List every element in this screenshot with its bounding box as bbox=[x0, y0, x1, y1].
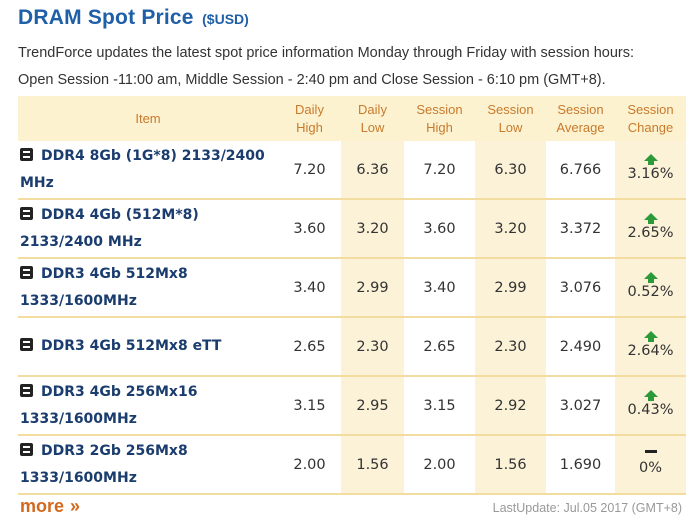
item-name-line-2[interactable]: 2133/2400 MHz bbox=[20, 233, 142, 250]
item-name-cell[interactable]: DDR3 4Gb 256Mx16 1333/1600MHz bbox=[18, 376, 278, 436]
session-change-cell: 2.64% bbox=[615, 317, 686, 377]
daily-high-cell: 3.40 bbox=[278, 258, 341, 318]
col-header-session-low: Session Low bbox=[475, 96, 546, 141]
more-arrow-icon[interactable]: » bbox=[70, 496, 81, 516]
daily-high-cell: 7.20 bbox=[278, 141, 341, 200]
change-value: 0.52% bbox=[627, 284, 674, 300]
daily-low-cell: 2.99 bbox=[341, 258, 404, 318]
title-unit: ($USD) bbox=[202, 11, 249, 27]
session-low-cell: 2.99 bbox=[475, 258, 546, 318]
last-update: LastUpdate: Jul.05 2017 (GMT+8) bbox=[492, 501, 682, 515]
col-header-session-average: Session Average bbox=[546, 96, 615, 141]
session-low-cell: 1.56 bbox=[475, 435, 546, 495]
up-arrow-icon bbox=[643, 154, 658, 165]
table-row: DDR4 4Gb (512M*8) 2133/2400 MHz 3.60 3.20 3.… bbox=[18, 199, 686, 259]
item-name-line-2[interactable]: 1333/1600MHz bbox=[20, 292, 137, 309]
session-low-cell: 2.92 bbox=[475, 376, 546, 436]
more-link-label[interactable]: more bbox=[20, 496, 65, 516]
change-value: 0% bbox=[638, 460, 662, 476]
change-value: 3.16% bbox=[627, 166, 674, 182]
more-link[interactable]: more» bbox=[20, 496, 80, 517]
session-change-cell: 2.65% bbox=[615, 199, 686, 259]
session-average-cell: 2.490 bbox=[546, 317, 615, 377]
chip-icon bbox=[20, 147, 33, 161]
table-row: DDR3 4Gb 512Mx8 1333/1600MHz 3.40 2.99 3.40 2… bbox=[18, 258, 686, 318]
up-arrow-icon bbox=[643, 390, 658, 401]
item-name-line-1[interactable]: DDR3 2Gb 256Mx8 bbox=[41, 442, 188, 459]
price-table: Item Daily High Daily Low Session High Sess… bbox=[18, 96, 686, 495]
item-name-cell[interactable]: DDR3 4Gb 512Mx8 eTT bbox=[18, 317, 278, 377]
daily-low-cell: 2.95 bbox=[341, 376, 404, 436]
session-change-cell: 0.43% bbox=[615, 376, 686, 436]
item-name-line-1[interactable]: DDR3 4Gb 512Mx8 eTT bbox=[41, 338, 222, 354]
item-name-line-2[interactable]: 1333/1600MHz bbox=[20, 410, 137, 427]
col-header-session-high: Session High bbox=[404, 96, 475, 141]
chip-icon bbox=[20, 265, 33, 279]
description-line-2: Open Session -11:00 am, Middle Session -… bbox=[18, 72, 606, 88]
session-high-cell: 3.15 bbox=[404, 376, 475, 436]
session-high-cell: 7.20 bbox=[404, 141, 475, 200]
chip-icon bbox=[20, 338, 33, 351]
col-header-session-change: Session Change bbox=[615, 96, 686, 141]
daily-low-cell: 6.36 bbox=[341, 141, 404, 200]
up-arrow-icon bbox=[643, 331, 658, 342]
session-low-cell: 6.30 bbox=[475, 141, 546, 200]
description-line-1: TrendForce updates the latest spot price… bbox=[18, 45, 635, 61]
session-change-cell: 0.52% bbox=[615, 258, 686, 318]
change-value: 0.43% bbox=[627, 402, 674, 418]
daily-low-cell: 1.56 bbox=[341, 435, 404, 495]
change-value: 2.64% bbox=[627, 343, 674, 359]
session-average-cell: 6.766 bbox=[546, 141, 615, 200]
chip-icon bbox=[20, 442, 33, 456]
up-arrow-icon bbox=[643, 213, 658, 224]
session-high-cell: 3.40 bbox=[404, 258, 475, 318]
daily-high-cell: 2.00 bbox=[278, 435, 341, 495]
title-text: DRAM Spot Price bbox=[18, 6, 194, 29]
dash-icon bbox=[644, 450, 657, 453]
session-average-cell: 3.372 bbox=[546, 199, 615, 259]
item-name-line-1[interactable]: DDR4 4Gb (512M*8) bbox=[41, 206, 199, 223]
widget-title: DRAM Spot Price ($USD) bbox=[18, 6, 249, 30]
item-name-cell[interactable]: DDR3 4Gb 512Mx8 1333/1600MHz bbox=[18, 258, 278, 318]
col-header-daily-low: Daily Low bbox=[341, 96, 404, 141]
table-row: DDR4 8Gb (1G*8) 2133/2400 MHz 7.20 6.36 7.20… bbox=[18, 141, 686, 200]
description: TrendForce updates the latest spot price… bbox=[18, 40, 700, 94]
session-change-cell: 0% bbox=[615, 435, 686, 495]
item-name-line-2[interactable]: 1333/1600MHz bbox=[20, 469, 137, 486]
daily-high-cell: 3.15 bbox=[278, 376, 341, 436]
col-header-item: Item bbox=[18, 96, 278, 141]
change-value: 2.65% bbox=[627, 225, 674, 241]
item-name-line-1[interactable]: DDR4 8Gb (1G*8) 2133/2400 bbox=[41, 147, 265, 164]
item-name-line-2[interactable]: MHz bbox=[20, 174, 54, 191]
item-name-line-1[interactable]: DDR3 4Gb 256Mx16 bbox=[41, 383, 198, 400]
table-row: DDR3 2Gb 256Mx8 1333/1600MHz 2.00 1.56 2.00 1… bbox=[18, 435, 686, 495]
chip-icon bbox=[20, 206, 33, 220]
session-low-cell: 3.20 bbox=[475, 199, 546, 259]
session-low-cell: 2.30 bbox=[475, 317, 546, 377]
daily-high-cell: 3.60 bbox=[278, 199, 341, 259]
session-average-cell: 1.690 bbox=[546, 435, 615, 495]
session-high-cell: 3.60 bbox=[404, 199, 475, 259]
table-header-row: Item Daily High Daily Low Session High Sess… bbox=[18, 96, 686, 141]
session-high-cell: 2.65 bbox=[404, 317, 475, 377]
item-name-cell[interactable]: DDR4 4Gb (512M*8) 2133/2400 MHz bbox=[18, 199, 278, 259]
item-name-cell[interactable]: DDR4 8Gb (1G*8) 2133/2400 MHz bbox=[18, 141, 278, 200]
session-change-cell: 3.16% bbox=[615, 141, 686, 200]
daily-high-cell: 2.65 bbox=[278, 317, 341, 377]
item-name-line-1[interactable]: DDR3 4Gb 512Mx8 bbox=[41, 265, 188, 282]
session-average-cell: 3.027 bbox=[546, 376, 615, 436]
up-arrow-icon bbox=[643, 272, 658, 283]
chip-icon bbox=[20, 383, 33, 397]
daily-low-cell: 3.20 bbox=[341, 199, 404, 259]
col-header-daily-high: Daily High bbox=[278, 96, 341, 141]
table-row: DDR3 4Gb 512Mx8 eTT 2.65 2.30 2.65 2.30 2.490… bbox=[18, 317, 686, 377]
table-row: DDR3 4Gb 256Mx16 1333/1600MHz 3.15 2.95 3.15… bbox=[18, 376, 686, 436]
daily-low-cell: 2.30 bbox=[341, 317, 404, 377]
session-high-cell: 2.00 bbox=[404, 435, 475, 495]
session-average-cell: 3.076 bbox=[546, 258, 615, 318]
item-name-cell[interactable]: DDR3 2Gb 256Mx8 1333/1600MHz bbox=[18, 435, 278, 495]
